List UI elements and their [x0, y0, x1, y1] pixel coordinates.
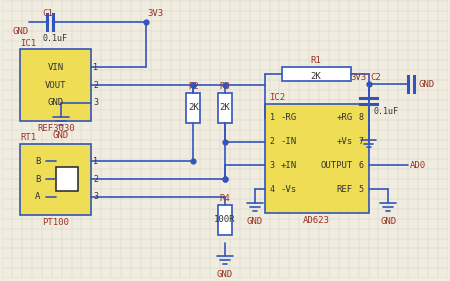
Text: B: B — [35, 175, 40, 184]
Text: 3V3: 3V3 — [148, 9, 164, 18]
Text: VIN: VIN — [48, 63, 64, 72]
Text: RT1: RT1 — [20, 133, 36, 142]
Text: OUTPUT: OUTPUT — [320, 161, 353, 170]
Bar — [218, 93, 232, 123]
Text: 7: 7 — [359, 137, 364, 146]
Text: GND: GND — [53, 131, 69, 140]
Bar — [56, 167, 77, 191]
Text: GND: GND — [380, 217, 396, 226]
Text: 0.1uF: 0.1uF — [43, 34, 68, 43]
Text: GND: GND — [418, 80, 434, 89]
Text: GND: GND — [13, 27, 29, 36]
Bar — [283, 67, 351, 81]
Text: 3V3: 3V3 — [351, 73, 367, 82]
Text: R3: R3 — [220, 82, 230, 91]
Text: PT100: PT100 — [42, 218, 69, 227]
Text: 3: 3 — [270, 161, 274, 170]
Text: 8: 8 — [359, 113, 364, 122]
Text: 0.1uF: 0.1uF — [374, 107, 399, 116]
Text: +RG: +RG — [337, 113, 353, 122]
Bar — [20, 144, 91, 215]
Bar — [20, 49, 91, 121]
Text: 3: 3 — [93, 192, 99, 201]
Text: VOUT: VOUT — [45, 81, 67, 90]
Text: 1: 1 — [93, 63, 99, 72]
Text: 3: 3 — [93, 98, 99, 107]
Text: C1: C1 — [43, 9, 54, 18]
Text: AD0: AD0 — [410, 161, 426, 170]
Text: 6: 6 — [359, 161, 364, 170]
Text: R1: R1 — [310, 56, 321, 65]
Text: R2: R2 — [188, 82, 199, 91]
Text: 100R: 100R — [214, 215, 236, 224]
Text: 2K: 2K — [220, 103, 230, 112]
Text: GND: GND — [217, 270, 233, 279]
Text: 2: 2 — [93, 81, 99, 90]
Text: REF: REF — [337, 185, 353, 194]
Text: -RG: -RG — [280, 113, 297, 122]
Text: GND: GND — [48, 98, 64, 107]
Text: 5: 5 — [359, 185, 364, 194]
Text: -Vs: -Vs — [280, 185, 297, 194]
Text: 1: 1 — [270, 113, 274, 122]
Text: 2: 2 — [270, 137, 274, 146]
Text: C2: C2 — [370, 73, 381, 82]
Text: 2K: 2K — [188, 103, 199, 112]
Text: +Vs: +Vs — [337, 137, 353, 146]
Text: 1: 1 — [93, 157, 99, 166]
Text: REF3030: REF3030 — [37, 124, 75, 133]
Bar — [218, 205, 232, 235]
Text: B: B — [35, 157, 40, 166]
Bar — [265, 104, 369, 213]
Text: R4: R4 — [220, 194, 230, 203]
Text: IC2: IC2 — [270, 93, 286, 102]
Text: AD623: AD623 — [303, 216, 329, 225]
Text: 4: 4 — [270, 185, 274, 194]
Bar — [186, 93, 200, 123]
Text: +IN: +IN — [280, 161, 297, 170]
Text: GND: GND — [247, 217, 263, 226]
Text: -IN: -IN — [280, 137, 297, 146]
Text: IC1: IC1 — [20, 38, 36, 47]
Text: 2: 2 — [93, 175, 99, 184]
Text: A: A — [35, 192, 40, 201]
Text: 2K: 2K — [310, 72, 321, 81]
